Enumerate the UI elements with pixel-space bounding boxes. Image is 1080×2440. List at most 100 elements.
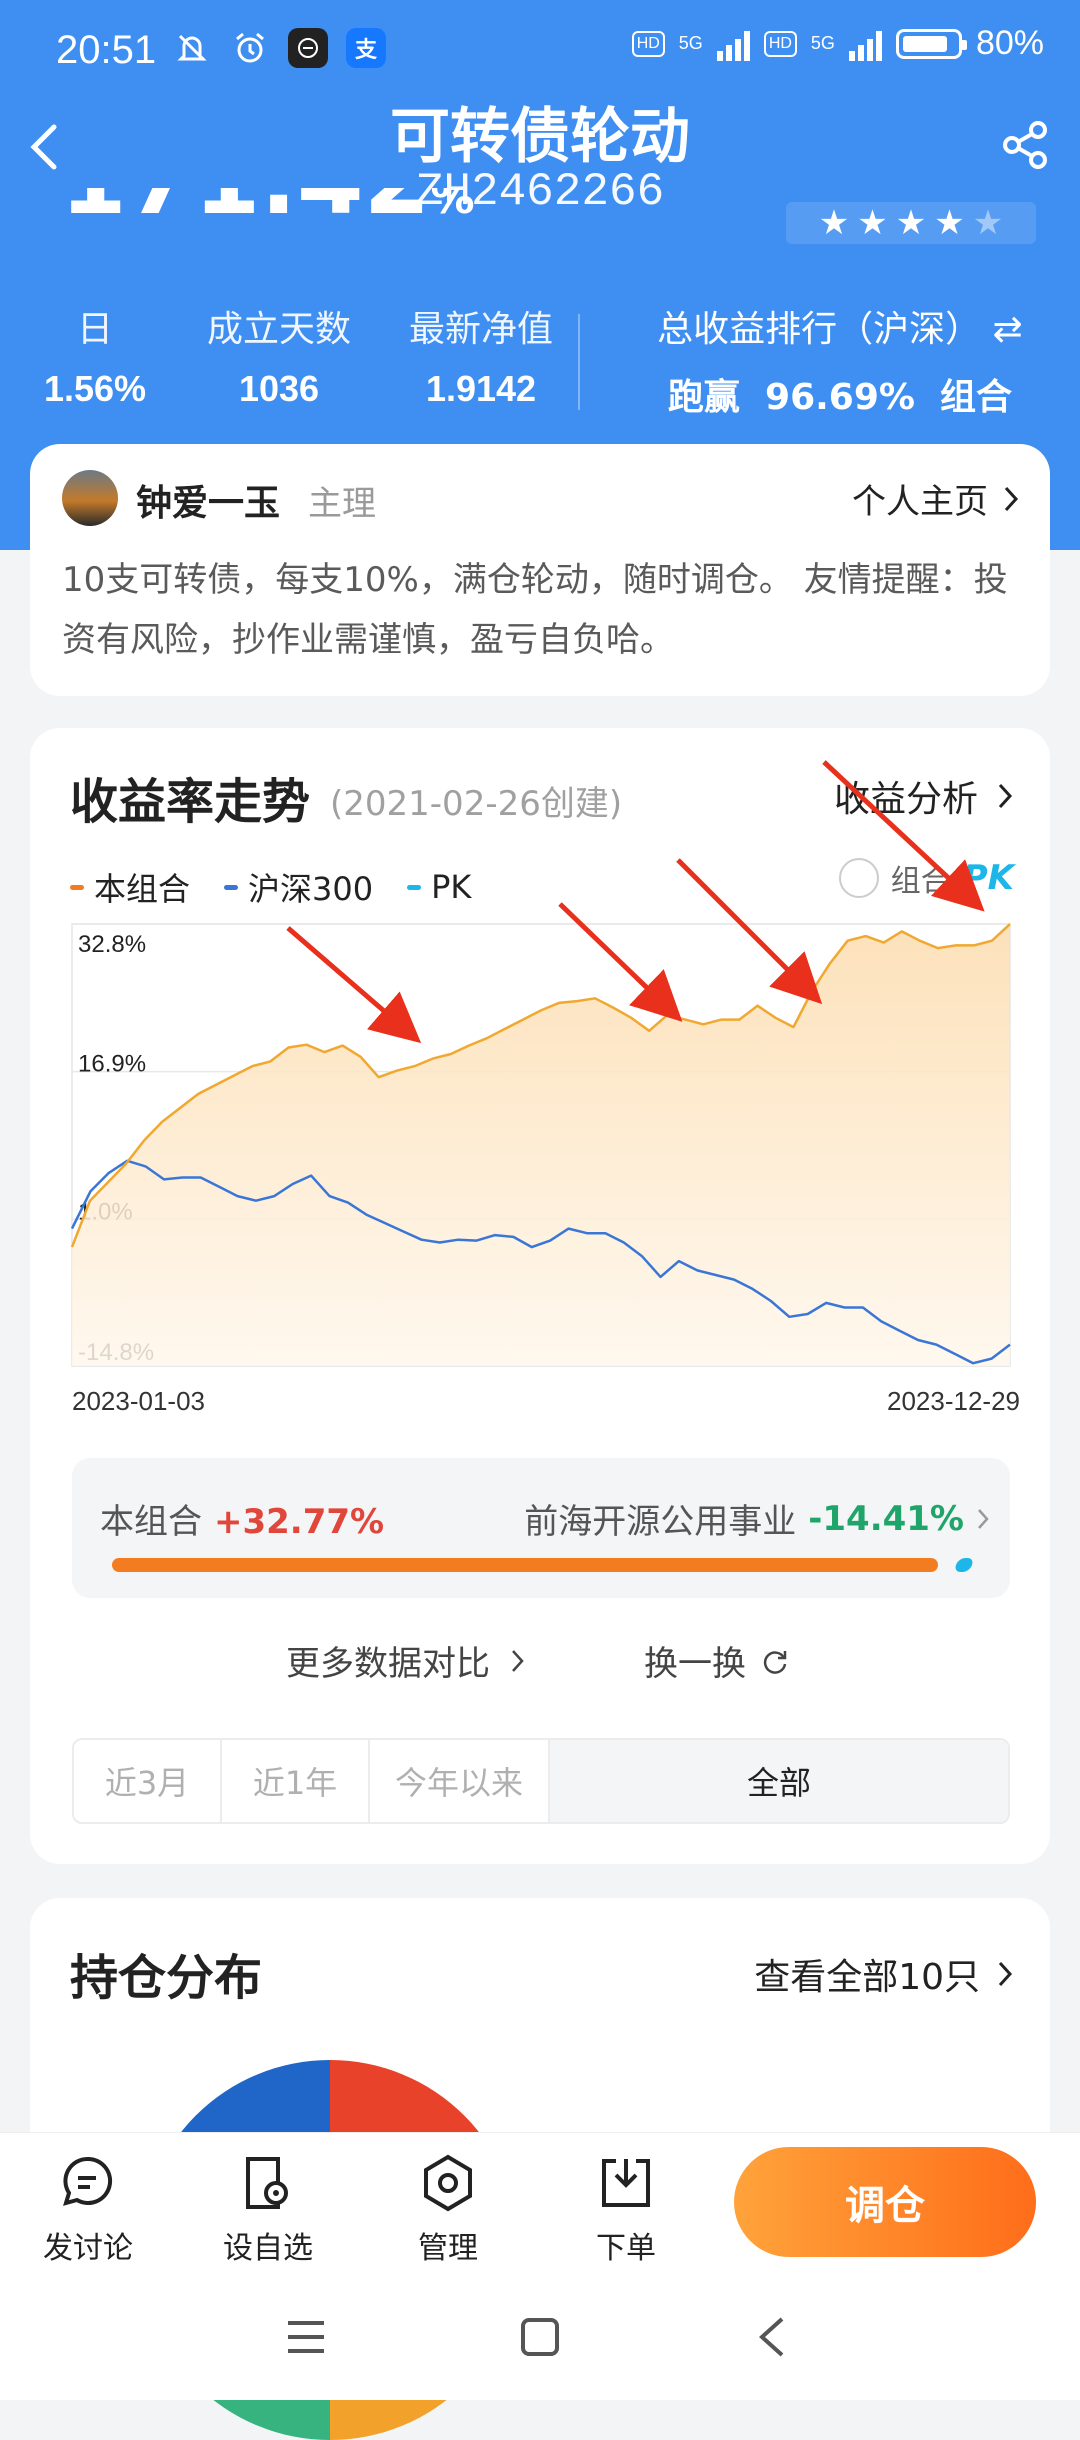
returns-chart[interactable]: 32.8%16.9%1.0%-14.8% [30,914,1050,1384]
menu-nav-button[interactable] [266,2302,346,2372]
chat-bubble-icon [63,2156,113,2206]
place-order-button[interactable]: 下单 [566,2149,686,2267]
network-type-1: 5G [678,33,703,53]
owner-name[interactable]: 钟爱一玉 [136,483,281,524]
stat-value: 1.56% [43,368,147,409]
analysis-label: 收益分析 [833,779,978,820]
total-return-value: 171.42 [60,188,430,236]
add-watchlist-label: 设自选 [223,2231,313,2266]
tab-ytd[interactable]: 今年以来 [370,1740,550,1822]
legend-swatch [224,884,239,890]
section-title-returns: 收益率走势 [70,774,311,830]
compare-bar-portfolio [112,1558,938,1572]
status-right: HD 5G HD 5G 80% [631,24,1044,63]
star-icon: ★ [818,203,850,243]
avatar[interactable] [62,470,118,526]
chevron-right-icon [998,1961,1013,1987]
add-watchlist-button[interactable]: 设自选 [208,2149,328,2267]
y-tick-label: 32.8% [78,931,146,958]
compare-left-label: 本组合 [100,1502,202,1542]
back-button[interactable] [14,112,74,182]
stats-divider [578,314,580,410]
discuss-label: 发讨论 [43,2231,133,2266]
tab-all[interactable]: 全部 [550,1740,1008,1822]
chart-legend: 本组合 沪深300 PK [70,864,471,910]
rank-value: 96.69% [765,377,915,418]
pk-toggle[interactable]: 组合 PK [838,856,1014,900]
homepage-link[interactable]: 个人主页 [852,474,1020,523]
signal-icon [716,27,750,61]
more-compare-link[interactable]: 更多数据对比 [286,1636,526,1685]
portfolio-area [72,924,1010,1366]
pk-compare[interactable]: 本组合 +32.77% 前海开源公用事业 -14.41% [72,1458,1010,1598]
stat-value: 1036 [238,368,320,409]
bottom-action-bar: 发讨论 设自选 管理 下单 调仓 [0,2132,1080,2272]
star-icon: ★ [934,203,965,243]
returns-analysis-link[interactable]: 收益分析 [834,770,1014,822]
compare-bar-benchmark [953,1558,975,1572]
status-bar: 20:51 支 HD 5G HD 5G 80% [0,0,1080,104]
discuss-button[interactable]: 发讨论 [28,2149,148,2267]
rank-prefix: 跑赢 [667,377,740,418]
compare-right-label: 前海开源公用事业 [524,1502,797,1542]
x-end-label: 2023-12-29 [887,1386,1020,1416]
view-all-label: 查看全部10只 [754,1957,980,1998]
stats-row: 日 1.56% 成立天数 1036 最新净值 1.9142 [0,300,1080,420]
hd-icon: HD [631,30,665,57]
home-square-icon [521,2318,559,2356]
more-row: 更多数据对比 换一换 [30,1628,1050,1688]
stat-nav: 最新净值 1.9142 [396,300,566,410]
menu-icon [288,2321,324,2353]
radio-icon[interactable] [838,858,879,898]
refresh-label: 换一换 [644,1644,746,1684]
tab-3-months[interactable]: 近3月 [74,1740,222,1822]
refresh-button[interactable]: 换一换 [644,1636,790,1685]
signal-icon-2 [848,27,882,61]
compare-right-value: -14.41% [808,1498,964,1539]
back-nav-button[interactable] [732,2302,812,2372]
stat-label: 最新净值 [408,309,553,350]
star-icon: ★ [857,203,888,243]
pk-toggle-label: 组合 [890,864,951,899]
total-return-unit: % [430,188,475,224]
legend-label: 沪深300 [248,870,374,908]
system-navigation-bar [0,2272,1080,2400]
chevron-left-icon [30,124,57,170]
tab-1-year[interactable]: 近1年 [222,1740,370,1822]
manage-button[interactable]: 管理 [388,2149,508,2267]
portfolio-description: 10支可转债，每支10%，满仓轮动，随时调仓。 友情提醒：投资有风险，抄作业需谨… [62,560,1008,660]
page-title: 可转债轮动 [390,102,690,172]
returns-card: 收益率走势 (2021-02-26创建) 收益分析 本组合 沪深300 PK 组… [30,728,1050,1864]
network-type-2: 5G [810,33,835,53]
rank-block[interactable]: 总收益排行（沪深） ⇄ 跑赢 96.69% 组合 [620,300,1060,420]
section-title-holdings: 持仓分布 [70,1950,263,2006]
more-compare-label: 更多数据对比 [286,1644,490,1684]
rank-suffix: 组合 [940,377,1013,418]
rank-value-row: 跑赢 96.69% 组合 [620,368,1060,420]
home-nav-button[interactable] [500,2302,580,2372]
battery-level: 80% [975,24,1044,62]
legend-swatch [407,884,422,890]
share-button[interactable] [990,110,1060,180]
view-all-holdings-link[interactable]: 查看全部10只 [754,1948,1014,2000]
star-empty-icon: ★ [972,203,1004,243]
legend-label: PK [431,868,472,906]
total-return: 171.42% [60,188,475,240]
legend-swatch [70,884,84,890]
app-notification-icon [288,28,328,68]
chevron-right-icon [978,1508,989,1529]
portfolio-code: ZH2462266 [415,166,665,216]
stat-daily: 日 1.56% [30,300,160,410]
back-nav-icon [759,2317,784,2357]
y-tick-label: 16.9% [78,1051,146,1078]
portfolio-line [70,923,1011,1248]
homepage-label: 个人主页 [852,482,988,522]
chevron-right-icon [512,1649,524,1672]
rebalance-button[interactable]: 调仓 [734,2147,1036,2257]
owner-card: 钟爱一玉 主理 个人主页 10支可转债，每支10%，满仓轮动，随时调仓。 友情提… [30,444,1050,696]
rank-label: 总收益排行（沪深） ⇄ [620,300,1060,352]
status-time: 20:51 [56,28,157,72]
period-tabs: 近3月 近1年 今年以来 全部 [72,1738,1010,1824]
compare-left-value: +32.77% [214,1502,385,1542]
swap-icon[interactable]: ⇄ [992,309,1023,350]
